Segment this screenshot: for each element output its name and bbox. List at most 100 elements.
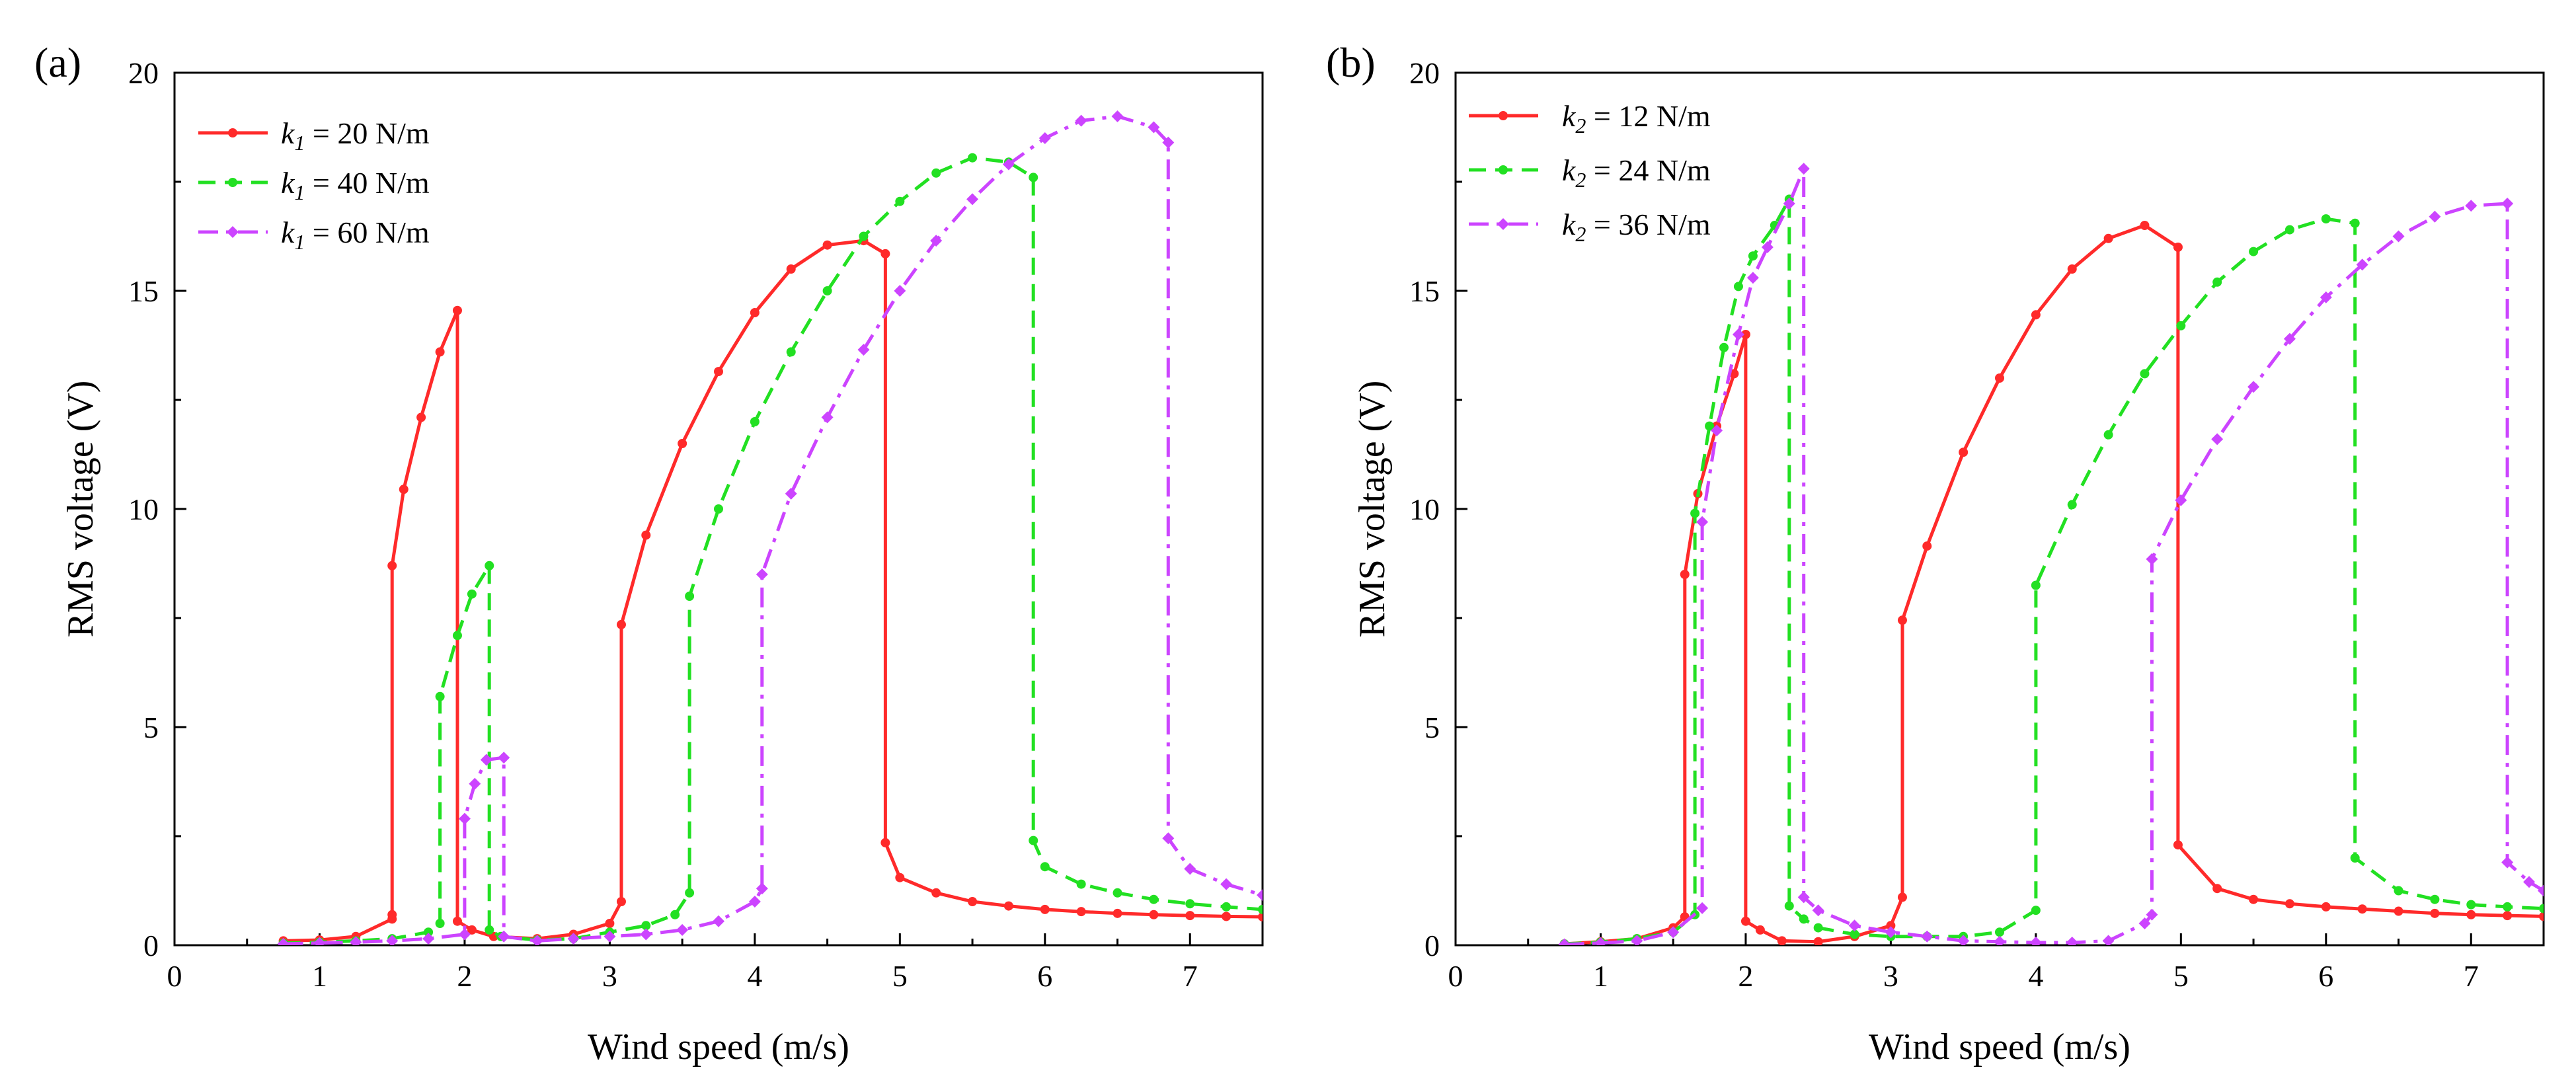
series-line [1564,223,2544,945]
data-point [1149,910,1159,919]
series-k2--12-nm [1559,221,2544,945]
data-point [485,925,494,935]
data-point [1797,891,1810,904]
data-point [452,631,462,641]
data-point [1995,927,2004,937]
data-point [1680,570,1690,579]
data-point [1594,937,1607,945]
data-point [1162,832,1175,845]
data-point [2140,221,2150,230]
data-point [1222,912,1231,921]
data-point [467,925,477,935]
data-point [2392,230,2405,243]
data-point [714,504,723,514]
panel-b-plot-frame [1454,71,2545,947]
data-point [2539,904,2544,913]
x-tick-label: 6 [2318,959,2333,993]
data-point [2249,894,2259,904]
data-point [2249,247,2259,256]
data-point [1777,936,1787,945]
data-point [2176,321,2186,330]
data-point [1957,935,1970,945]
data-point [880,249,890,258]
legend-entry-k2-36: k2 = 36 N/m [1469,208,1711,246]
series-line [283,114,1263,945]
legend-value: = 12 N/m [1586,99,1710,133]
data-point [467,589,477,599]
data-point [1038,132,1051,144]
data-point [2394,906,2403,916]
panel-a-series [277,110,1263,945]
data-point [277,938,290,945]
data-point [894,285,906,297]
data-point [2103,233,2113,243]
data-point [786,347,796,357]
data-point [399,485,409,494]
series-line [1564,167,2544,945]
y-tick-label: 0 [1425,929,1440,962]
legend-entry-k2-24: k2 = 24 N/m [1469,153,1711,192]
legend-entry-k1-20: k1 = 20 N/m [198,116,430,155]
data-point [458,928,471,941]
data-point [2175,494,2187,506]
data-point [785,487,797,500]
data-point [616,619,626,629]
series-k1--20-nm [278,236,1263,945]
data-point [1076,879,1086,889]
legend-marker-sample [228,128,237,137]
data-point [605,919,615,928]
data-point [2523,876,2536,888]
x-tick-label: 0 [1448,959,1464,993]
panel-a-ticks: 0 1 2 3 4 5 6 7 0 5 10 15 20 [128,56,1198,993]
legend-symbol: k [281,116,295,150]
legend-subscript: 1 [294,230,305,254]
data-point [1812,904,1824,917]
data-point [458,812,471,825]
data-point [2067,264,2077,274]
y-tick-label: 20 [1409,56,1440,90]
data-point [2173,243,2183,252]
data-point [1162,136,1175,149]
data-point [435,919,445,928]
data-point [1719,342,1729,352]
data-point [2029,937,2042,945]
data-point [2031,580,2041,590]
data-point [469,777,481,790]
series-k2--36-nm [1558,163,2544,945]
panel-b-series [1558,163,2544,945]
x-tick-label: 1 [1593,959,1608,993]
data-point [1733,282,1743,291]
legend-subscript: 2 [1575,168,1586,192]
data-point [1220,878,1233,890]
data-point [2212,884,2222,894]
data-point [1185,911,1195,921]
data-point [2430,908,2440,918]
data-point [1184,863,1196,875]
data-point [1784,901,1794,911]
legend-subscript: 2 [1575,114,1586,137]
data-point [1690,508,1700,518]
legend-marker-sample [228,178,237,187]
legend-value: = 60 N/m [305,215,429,249]
data-point [498,930,510,943]
y-tick-label: 5 [1425,711,1440,744]
data-point [1257,889,1263,902]
data-point [2146,553,2158,565]
data-point [2501,856,2514,869]
x-tick-label: 3 [602,959,617,993]
data-point [2283,332,2296,345]
legend-label-k1-20: k1 = 20 N/m [281,116,430,155]
data-point [2146,908,2158,921]
data-point [2066,937,2078,945]
panel-a-y-axis-title: RMS voltage (V) [60,381,101,638]
data-point [2247,381,2260,393]
legend-marker-sample [1497,218,1509,230]
data-point [435,691,445,701]
data-point [685,592,695,601]
data-point [2284,899,2294,909]
legend-value: = 36 N/m [1586,208,1710,241]
data-point [1799,914,1809,924]
data-point [931,888,941,898]
data-point [435,347,445,357]
